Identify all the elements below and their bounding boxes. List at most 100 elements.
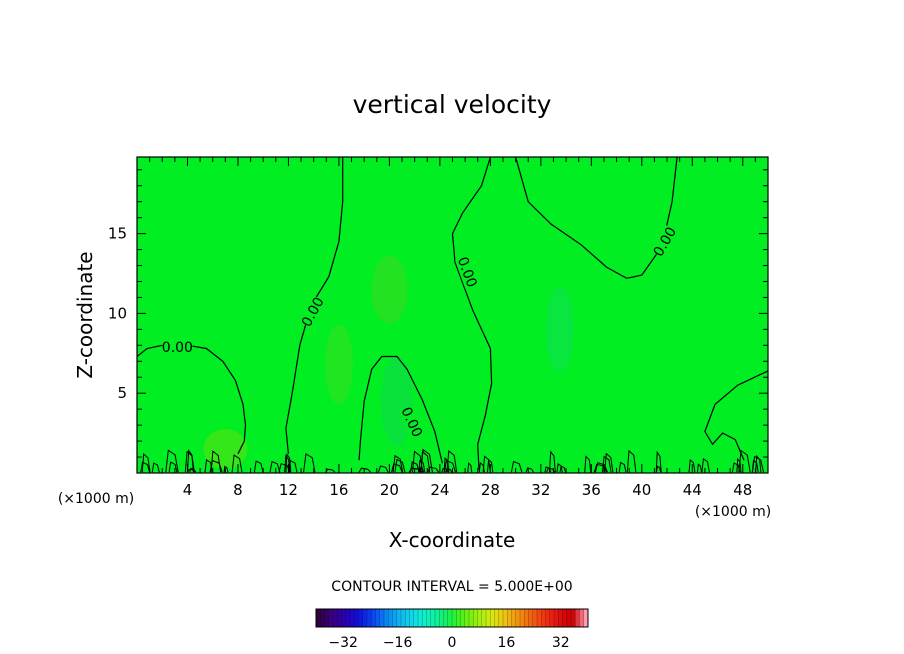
- colorbar-cell: [579, 609, 585, 627]
- surface-contour: [736, 457, 742, 473]
- colorbar-cell: [350, 609, 355, 627]
- surface-contour: [443, 456, 450, 473]
- colorbar-cell: [503, 609, 508, 627]
- x-tick-label: 12: [279, 481, 298, 499]
- x-tick-label: 32: [531, 481, 550, 499]
- plot-area: 0.000.000.000.000.00: [136, 156, 769, 474]
- x-tick-label: 24: [430, 481, 449, 499]
- x-unit-left: (×1000 m): [58, 491, 134, 507]
- colorbar-tick-labels: −32 −16 0 16 32: [328, 635, 569, 651]
- colorbar-cell: [401, 609, 406, 627]
- surface-contour: [392, 454, 404, 473]
- colorbar: [315, 608, 589, 628]
- colorbar-tick-label: −32: [328, 635, 358, 651]
- x-tick-label: 20: [380, 481, 399, 499]
- surface-contour: [584, 455, 592, 473]
- colorbar-tick-label: 0: [448, 635, 457, 651]
- colorbar-cell: [405, 609, 410, 627]
- colorbar-tick-label: 16: [497, 635, 515, 651]
- surface-contour: [410, 461, 420, 473]
- surface-contour: [697, 463, 702, 473]
- x-tick-label: 16: [329, 481, 348, 499]
- colorbar-cell: [396, 609, 402, 627]
- colorbar-cell: [571, 609, 576, 627]
- surface-contour: [151, 462, 160, 473]
- x-tick-label: 44: [683, 481, 702, 499]
- colorbar-cell: [371, 609, 376, 627]
- colorbar-cell: [435, 609, 440, 627]
- surface-contour: [412, 450, 424, 473]
- colorbar-cell: [545, 609, 551, 627]
- colorbar-cell: [388, 609, 393, 627]
- chart-title: vertical velocity: [353, 90, 552, 119]
- field-anomaly: [324, 324, 353, 405]
- colorbar-cell: [469, 609, 474, 627]
- y-tick-labels: 5 10 15: [108, 225, 127, 403]
- x-tick-label: 48: [733, 481, 752, 499]
- surface-contour: [391, 463, 403, 473]
- colorbar-frame: [315, 608, 589, 628]
- colorbar-cell: [316, 609, 321, 627]
- colorbar-cell: [379, 609, 385, 627]
- contour-label-bg: [297, 294, 327, 329]
- surface-contour: [420, 448, 433, 473]
- colorbar-cell: [549, 609, 555, 627]
- colorbar-cell: [477, 609, 483, 627]
- colorbar-cell: [341, 609, 347, 627]
- x-tick-label: 40: [632, 481, 651, 499]
- surface-contour: [140, 461, 151, 473]
- colorbar-cell: [439, 609, 444, 627]
- colorbar-cell: [464, 609, 470, 627]
- x-axis-label: X-coordinate: [389, 528, 516, 552]
- colorbar-cell: [473, 609, 478, 627]
- colorbar-cell: [375, 609, 381, 627]
- colorbar-cell: [362, 609, 368, 627]
- contour-line-zero: [451, 156, 493, 470]
- colorbar-tick-label: −16: [383, 635, 413, 651]
- surface-contour: [688, 459, 696, 473]
- colorbar-cell: [520, 609, 525, 627]
- surface-contour: [482, 455, 491, 473]
- field-anomaly: [371, 255, 408, 324]
- contour-label-bg: [162, 337, 193, 355]
- colorbar-cell: [384, 609, 389, 627]
- surface-contour: [187, 449, 194, 473]
- surface-contour: [618, 461, 627, 473]
- colorbar-cell: [554, 609, 559, 627]
- surface-contour: [626, 449, 637, 473]
- surface-contour: [231, 454, 243, 473]
- colorbar-cell: [413, 609, 419, 627]
- surface-contour: [549, 450, 556, 473]
- surface-contour: [210, 450, 222, 473]
- contour-lines: [136, 156, 769, 473]
- colorbar-cell: [418, 609, 423, 627]
- y-axis-label: Z-coordinate: [73, 251, 97, 378]
- colorbar-cell: [320, 609, 325, 627]
- surface-contour: [655, 450, 662, 473]
- colorbar-cell: [486, 609, 491, 627]
- surface-contour: [168, 461, 178, 473]
- colorbar-cell: [541, 609, 546, 627]
- colorbar-cell: [490, 609, 495, 627]
- colorbar-cell: [426, 609, 432, 627]
- colorbar-cell: [562, 609, 568, 627]
- surface-contour: [446, 450, 458, 473]
- colorbar-cell: [532, 609, 538, 627]
- colorbar-cell: [392, 609, 398, 627]
- colorbar-cell: [452, 609, 457, 627]
- x-tick-label: 36: [582, 481, 601, 499]
- colorbar-cell: [358, 609, 364, 627]
- surface-contour: [141, 453, 151, 473]
- colorbar-cell: [575, 609, 580, 627]
- contour-line-zero: [515, 156, 678, 279]
- surface-contour: [427, 466, 440, 473]
- surface-contour: [253, 460, 264, 473]
- contour-label: 0.00: [162, 340, 193, 356]
- contour-interval-text: CONTOUR INTERVAL = 5.000E+00: [331, 579, 572, 595]
- colorbar-cell: [528, 609, 534, 627]
- surface-contour: [525, 467, 534, 473]
- surface-contour: [165, 449, 179, 473]
- surface-contour: [559, 465, 567, 473]
- y-tick-label: 15: [108, 225, 127, 243]
- surface-contour: [445, 468, 453, 473]
